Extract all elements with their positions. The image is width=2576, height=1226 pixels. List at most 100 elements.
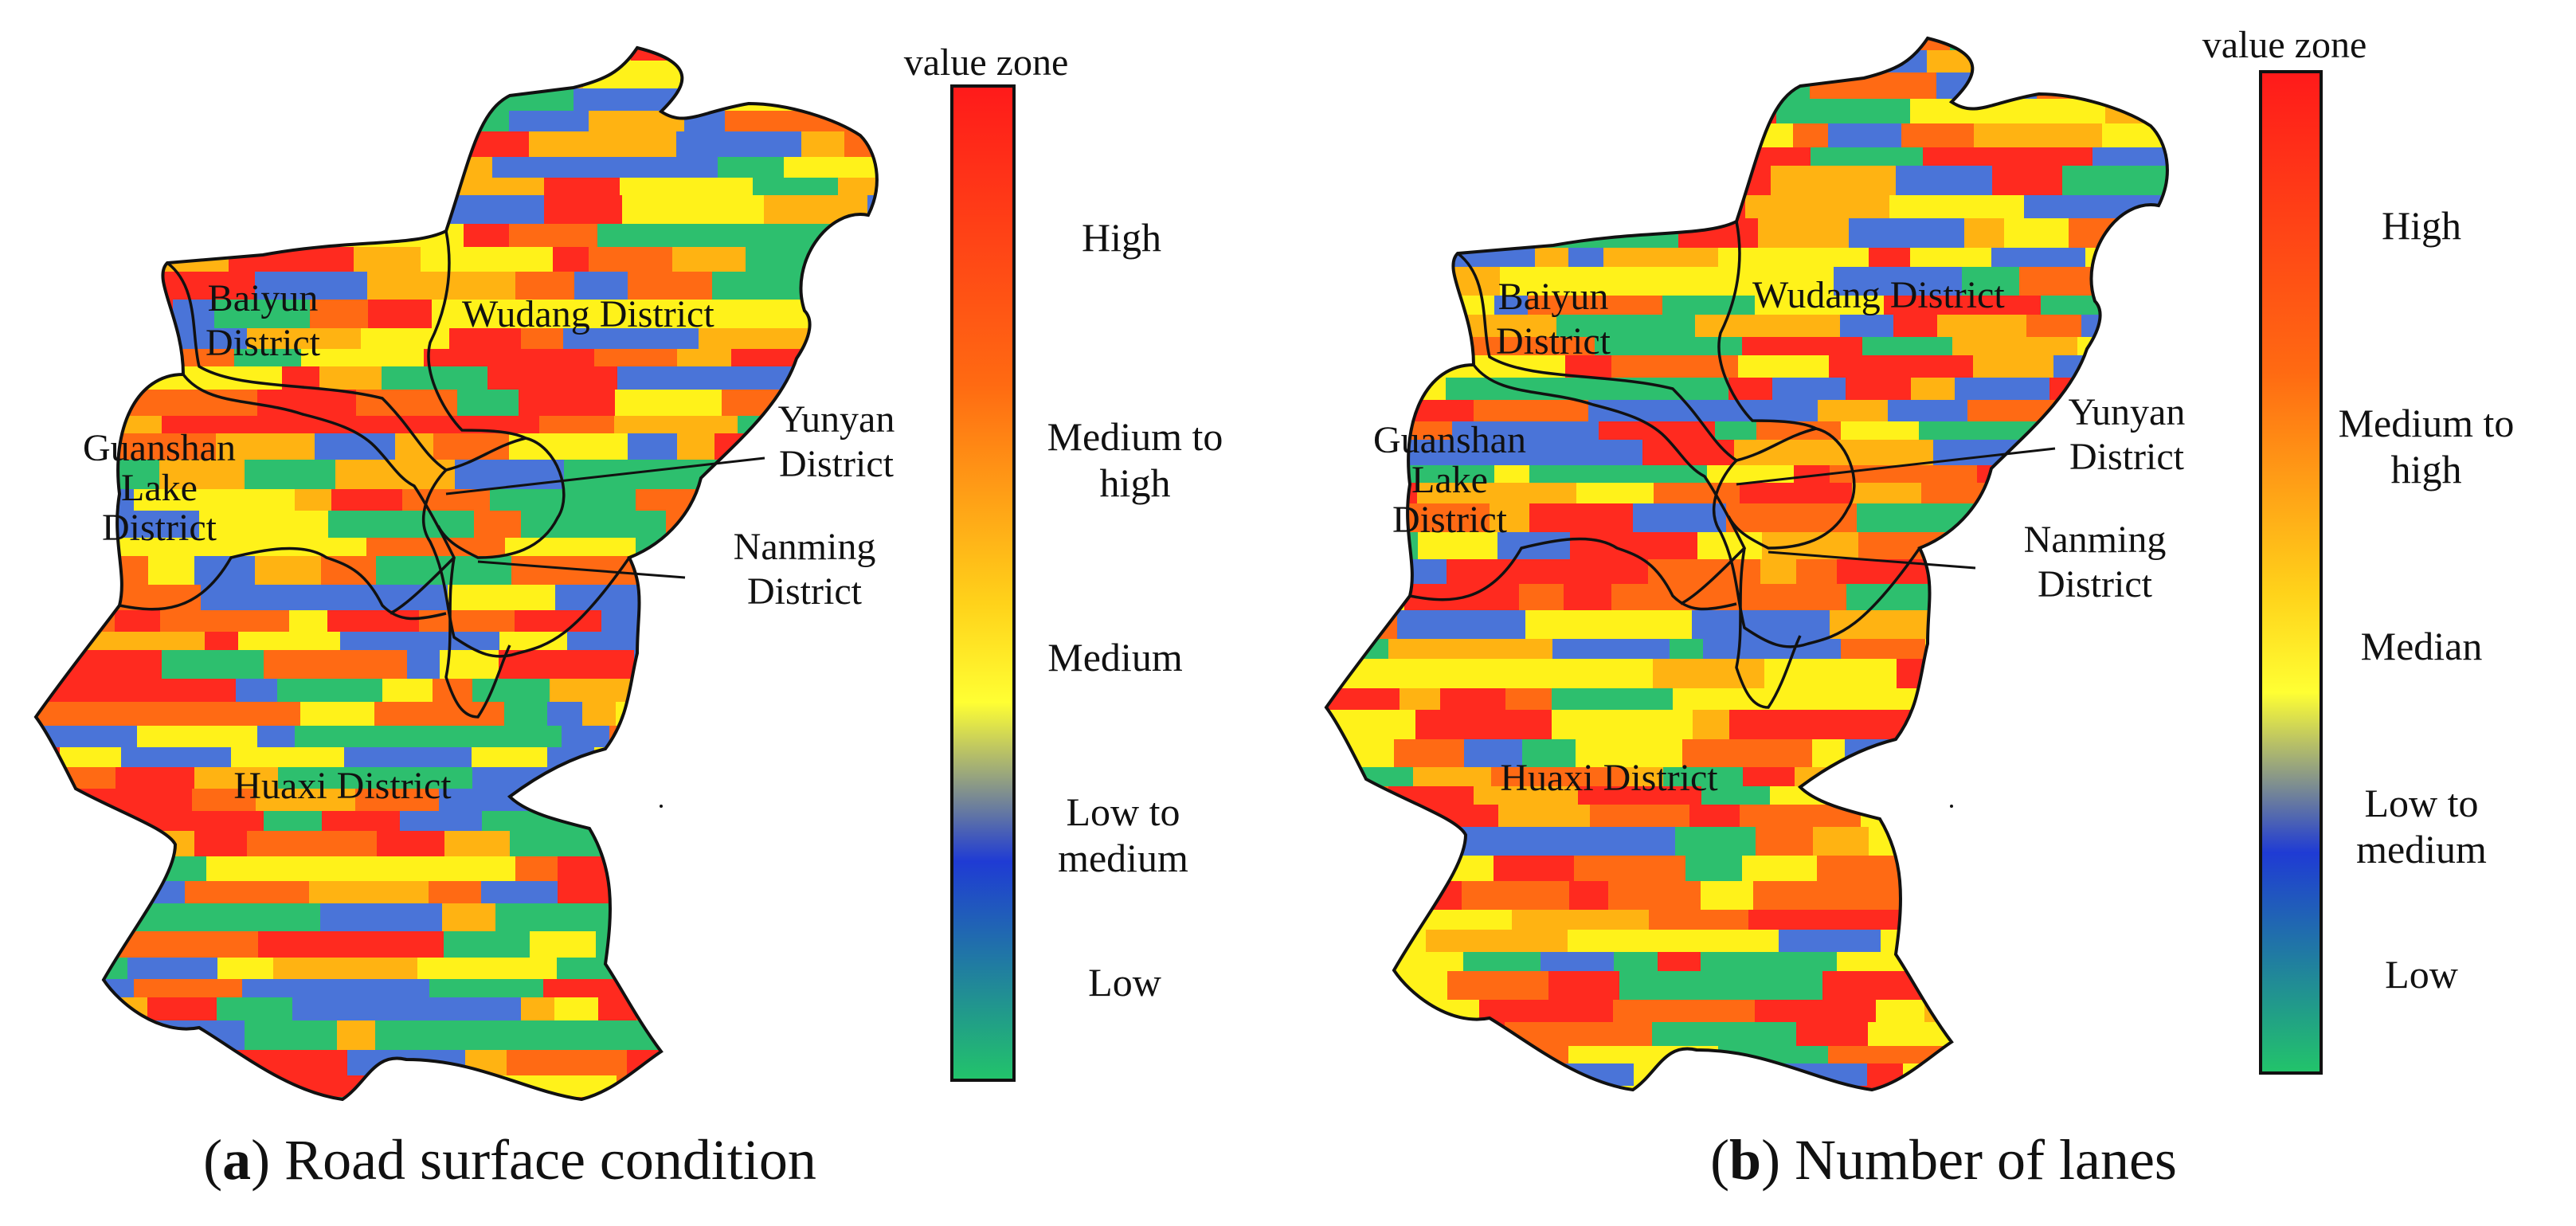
map-stripe-segment bbox=[636, 489, 736, 511]
map-stripe-segment bbox=[2083, 688, 2151, 711]
map-stripe-segment bbox=[2132, 1022, 2167, 1047]
map-stripe-segment bbox=[1326, 315, 1440, 338]
map-stripe-segment bbox=[1709, 400, 1818, 422]
label-nanming-a: Nanming District bbox=[734, 526, 876, 613]
map-stripe-segment bbox=[36, 610, 60, 633]
map-stripe-segment bbox=[1693, 710, 1730, 740]
map-stripe-segment bbox=[1840, 315, 1894, 338]
map-stripe-segment bbox=[2139, 971, 2167, 1001]
map-stripe-segment bbox=[36, 366, 53, 390]
map-stripe-segment bbox=[622, 195, 765, 225]
map-stripe-segment bbox=[756, 1075, 823, 1098]
map-stripe-segment bbox=[2168, 559, 2232, 585]
map-stripe-segment bbox=[375, 48, 435, 61]
map-stripe-segment bbox=[438, 1097, 549, 1099]
map-stripe-segment bbox=[1576, 739, 1683, 768]
map-stripe-segment bbox=[373, 979, 430, 998]
map-stripe-segment bbox=[895, 157, 953, 178]
map-stripe-segment bbox=[337, 1020, 376, 1051]
map-stripe-segment bbox=[829, 61, 877, 89]
map-stripe-segment bbox=[141, 1075, 183, 1098]
map-stripe-segment bbox=[1326, 248, 1454, 268]
map-stripe-segment bbox=[1568, 248, 1604, 268]
map-stripe-segment bbox=[1415, 710, 1552, 740]
legend-b: value zone High Medium to high Median Low… bbox=[2202, 24, 2514, 1075]
map-stripe-segment bbox=[547, 747, 595, 768]
map-stripe-segment bbox=[409, 157, 493, 178]
map-stripe-segment bbox=[699, 610, 839, 633]
map-stripe-segment bbox=[1326, 1086, 1454, 1090]
map-stripe-segment bbox=[433, 433, 510, 460]
map-stripe-segment bbox=[1681, 930, 1779, 953]
map-stripe-segment bbox=[655, 747, 745, 768]
map-stripe-segment bbox=[1876, 1000, 1925, 1023]
map-stripe-segment bbox=[1548, 971, 1620, 1001]
map-stripe-segment bbox=[1974, 123, 2103, 148]
map-stripe-segment bbox=[320, 903, 443, 932]
map-stripe-segment bbox=[1837, 952, 1926, 972]
map-stripe-segment bbox=[615, 390, 722, 417]
map-stripe-segment bbox=[387, 997, 522, 1021]
map-stripe-segment bbox=[1560, 610, 1693, 640]
map-stripe-segment bbox=[36, 111, 68, 132]
map-stripe-segment bbox=[696, 48, 815, 61]
map-stripe-segment bbox=[444, 931, 530, 958]
map-stripe-segment bbox=[589, 789, 675, 812]
map-stripe-segment bbox=[278, 767, 360, 789]
map-stripe-segment bbox=[892, 702, 941, 727]
map-stripe-segment bbox=[293, 1097, 343, 1099]
map-stripe-segment bbox=[597, 224, 746, 248]
map-stripe-segment bbox=[1326, 610, 1398, 640]
map-stripe-segment bbox=[127, 831, 195, 857]
map-stripe-segment bbox=[123, 679, 237, 703]
map-stripe-segment bbox=[206, 224, 276, 248]
map-stripe-segment bbox=[601, 610, 699, 633]
map-stripe-segment bbox=[1675, 827, 1756, 856]
map-stripe-segment bbox=[2013, 610, 2097, 640]
map-stripe-segment bbox=[1474, 50, 1551, 73]
map-stripe-segment bbox=[1734, 440, 1835, 466]
map-stripe-segment bbox=[1619, 971, 1700, 1001]
legend-level-high-b: High bbox=[2382, 203, 2461, 248]
legend-colorbar-a bbox=[950, 84, 1016, 1082]
map-stripe-segment bbox=[53, 366, 137, 390]
map-stripe-segment bbox=[2049, 910, 2161, 930]
label-huaxi-b: Huaxi District bbox=[1500, 757, 1718, 799]
map-stripe-segment bbox=[721, 460, 774, 490]
map-stripe-segment bbox=[1745, 195, 1890, 219]
map-stripe-segment bbox=[201, 585, 323, 611]
map-stripe-segment bbox=[2041, 296, 2133, 315]
map-stripe-segment bbox=[1552, 639, 1670, 660]
map-stripe-segment bbox=[217, 958, 274, 980]
map-stripe-segment bbox=[242, 979, 374, 998]
map-stripe-segment bbox=[1576, 483, 1654, 504]
map-stripe-segment bbox=[472, 747, 548, 768]
map-stripe-segment bbox=[1326, 296, 1442, 315]
map-stripe-segment bbox=[1893, 315, 1938, 338]
map-stripe-segment bbox=[757, 702, 877, 727]
map-stripe-segment bbox=[1326, 688, 1400, 711]
map-stripe-segment bbox=[515, 610, 602, 633]
map-stripe-segment bbox=[1924, 971, 1995, 1001]
map-stripe-segment bbox=[1474, 786, 1579, 805]
map-stripe-segment bbox=[36, 178, 147, 196]
map-stripe-segment bbox=[758, 726, 853, 748]
map-stripe-segment bbox=[233, 195, 353, 225]
map-stripe-segment bbox=[1436, 123, 1549, 148]
map-stripe-segment bbox=[588, 1020, 716, 1051]
map-stripe-segment bbox=[1326, 710, 1416, 740]
map-stripe-segment bbox=[1461, 483, 1541, 504]
map-stripe-segment bbox=[548, 1097, 690, 1099]
map-stripe-segment bbox=[1358, 1000, 1414, 1023]
map-stripe-segment bbox=[301, 349, 425, 367]
map-stripe-segment bbox=[1326, 503, 1348, 533]
map-stripe-segment bbox=[76, 789, 193, 812]
map-stripe-segment bbox=[689, 1097, 793, 1099]
map-stripe-segment bbox=[1431, 38, 1499, 51]
map-stripe-segment bbox=[699, 328, 836, 350]
map-stripe-segment bbox=[628, 433, 678, 460]
map-stripe-segment bbox=[1326, 1000, 1359, 1023]
map-stripe-segment bbox=[247, 831, 378, 857]
map-stripe-segment bbox=[1326, 218, 1412, 249]
map-stripe-segment bbox=[110, 390, 258, 417]
